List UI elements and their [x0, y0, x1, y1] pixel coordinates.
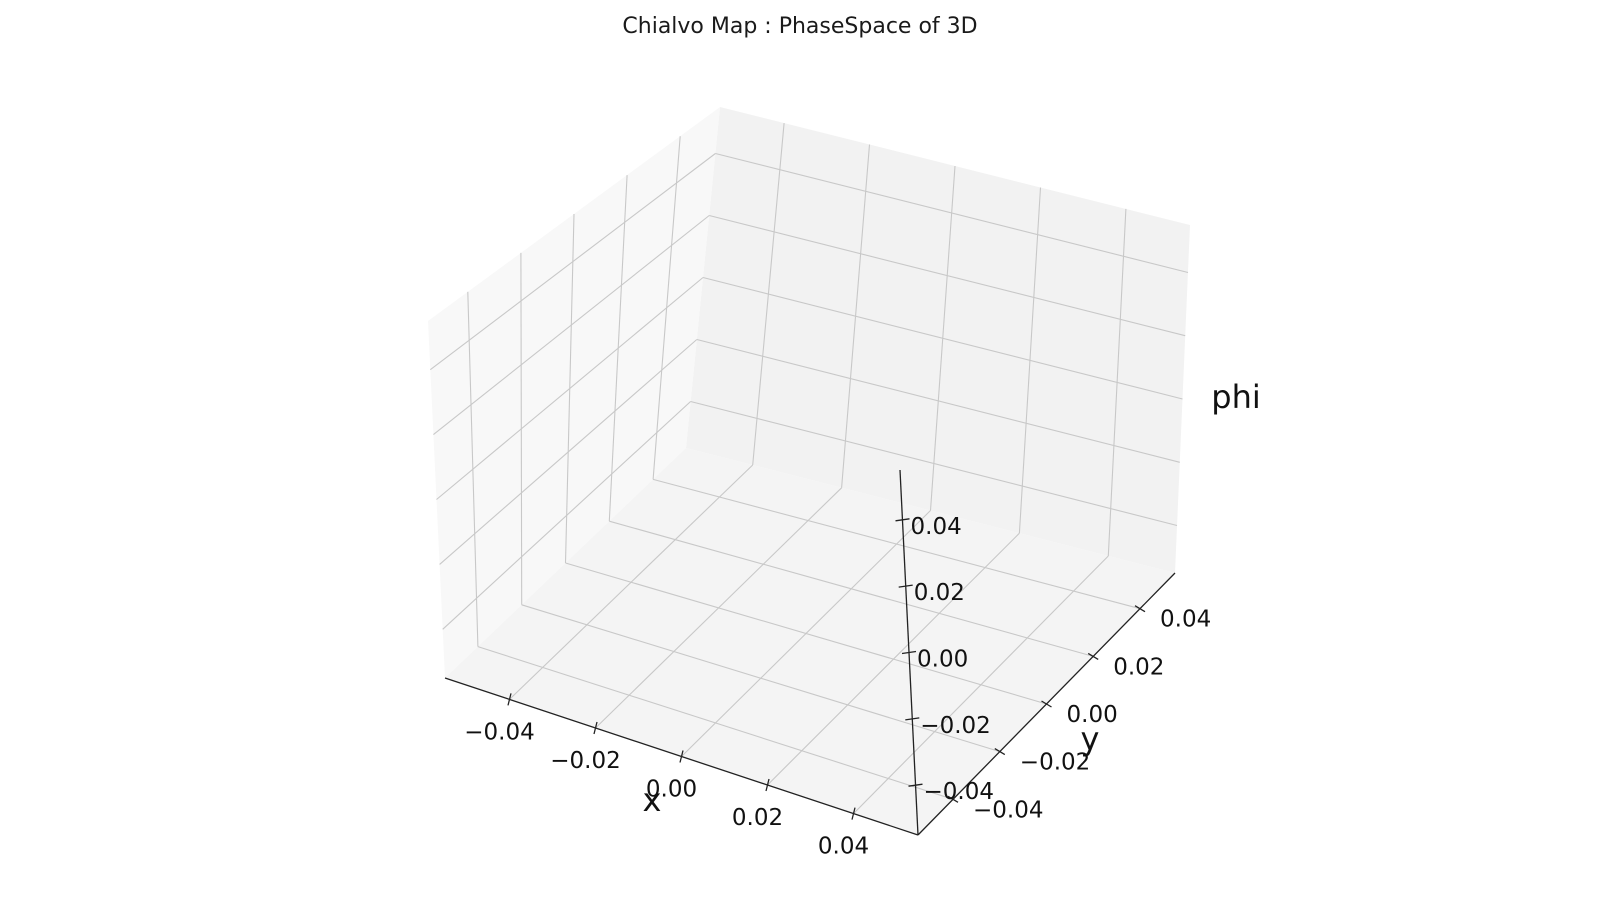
y-tick [1134, 605, 1146, 613]
z-grid-back [696, 338, 1180, 463]
y-grid-floor [652, 478, 1141, 610]
y-tick-label: −0.02 [1020, 750, 1090, 776]
z-grid-side [439, 339, 698, 565]
z-grid-back [709, 214, 1186, 337]
z-tick [898, 584, 913, 588]
z-grid-side [442, 401, 691, 630]
y-tick-label: 0.00 [1067, 702, 1118, 728]
x-tick-label: 0.02 [732, 805, 783, 831]
y-tick [1087, 652, 1099, 660]
z-tick-label: 0.04 [911, 514, 962, 540]
y-tick [994, 748, 1006, 756]
z-tick [908, 783, 923, 787]
tick-labels: −0.04 −0.02 0.00 0.02 0.04 −0.04 −0.02 0.00 0.02… [464, 514, 1211, 860]
tick-marks [507, 518, 1146, 820]
z-grid-back [715, 152, 1189, 274]
gridlines [429, 123, 1189, 814]
x-axis-label: x [643, 781, 662, 819]
y-axis-label: y [1081, 720, 1100, 758]
x-tick-label: −0.04 [464, 719, 534, 745]
x-tick-label: 0.04 [818, 834, 869, 860]
y-tick-label: −0.04 [973, 797, 1043, 823]
x-tick-label: −0.02 [550, 748, 620, 774]
z-grid-side [433, 215, 710, 436]
z-tick [905, 717, 920, 721]
y-grid-floor [565, 562, 1047, 705]
z-grid-back [702, 276, 1183, 400]
y-grid-floor [521, 604, 1000, 753]
z-tick-label: 0.02 [914, 580, 965, 606]
x-tick [593, 721, 598, 735]
z-grid-side [429, 153, 716, 371]
y-grid-floor [609, 520, 1094, 657]
x-tick [679, 750, 684, 763]
x-tick-label: 0.00 [646, 777, 697, 803]
z-axis-label: phi [1211, 378, 1260, 416]
z-tick-label: −0.02 [920, 713, 990, 739]
z-tick [901, 650, 917, 655]
x-tick [507, 693, 512, 706]
y-tick-label: 0.02 [1113, 654, 1164, 680]
z-tick-label: 0.00 [917, 647, 968, 673]
y-tick-label: 0.04 [1160, 607, 1211, 633]
z-tick [895, 518, 910, 522]
z-tick-label: −0.04 [924, 779, 994, 805]
y-grid-floor [477, 646, 954, 800]
chart-title: Chialvo Map : PhaseSpace of 3D [622, 14, 977, 39]
x-tick [851, 807, 856, 820]
side-pane [428, 107, 720, 678]
z-grid-back [690, 400, 1178, 527]
x-tick [765, 778, 770, 792]
y-tick [1041, 700, 1052, 708]
z-grid-side [436, 277, 704, 500]
back-pane [686, 107, 1190, 573]
y-tick [947, 795, 959, 803]
